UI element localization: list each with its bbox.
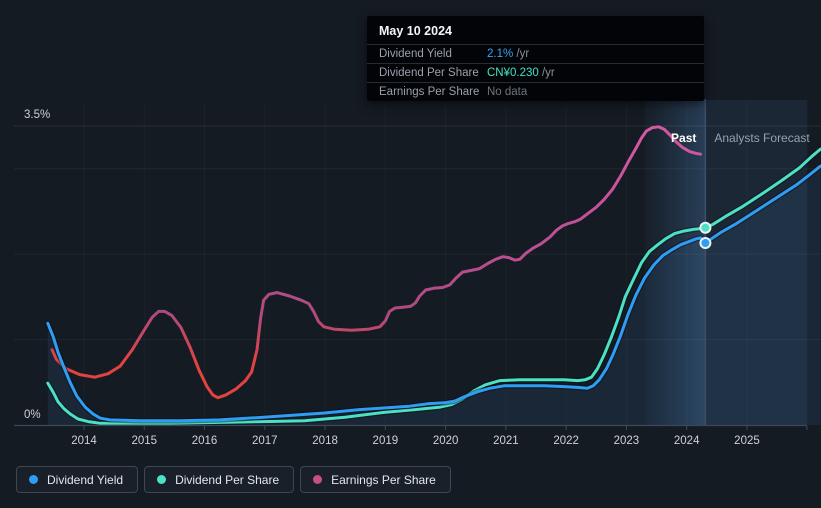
tooltip-label: Earnings Per Share — [379, 86, 480, 98]
tooltip-date: May 10 2024 — [379, 24, 452, 38]
legend-item-dividend-per-share[interactable]: Dividend Per Share — [144, 466, 295, 493]
tooltip-row-earnings-per-share: Earnings Per Share No data — [367, 82, 704, 101]
past-label: Past — [671, 131, 696, 145]
x-axis-label-2017: 2017 — [252, 435, 278, 447]
x-axis-label-2023: 2023 — [614, 435, 640, 447]
x-axis-label-2014: 2014 — [71, 435, 97, 447]
tooltip-row-dividend-per-share: Dividend Per Share CN¥0.230 /yr — [367, 63, 704, 82]
chart-tooltip: May 10 2024 Dividend Yield 2.1% /yr Divi… — [367, 16, 704, 101]
dividend-yield-dot-icon — [29, 475, 38, 484]
dividend-chart-canvas[interactable]: 2014 2015 2016 2017 2018 2019 2020 2021 2022 2023… — [0, 0, 821, 460]
y-axis-zero-label: 0% — [24, 409, 41, 421]
legend-label: Dividend Yield — [47, 472, 124, 487]
dividend-yield-marker[interactable] — [699, 237, 712, 249]
x-axis-label-2025: 2025 — [734, 435, 760, 447]
x-axis-label-2015: 2015 — [131, 435, 157, 447]
x-axis-label-2022: 2022 — [553, 435, 579, 447]
legend-label: Earnings Per Share — [331, 472, 436, 487]
tooltip-value: 2.1% /yr — [487, 48, 530, 60]
y-axis-max-label: 3.5% — [24, 109, 50, 121]
tooltip-row-dividend-yield: Dividend Yield 2.1% /yr — [367, 44, 704, 63]
tooltip-label: Dividend Per Share — [379, 67, 479, 79]
earnings-per-share-line — [50, 125, 703, 400]
legend-item-earnings-per-share[interactable]: Earnings Per Share — [300, 466, 451, 493]
x-axis-label-2024: 2024 — [674, 435, 700, 447]
earnings-per-share-dot-icon — [313, 475, 323, 484]
dividend-per-share-marker[interactable] — [699, 221, 712, 234]
chart-legend: Dividend Yield Dividend Per Share Earnin… — [16, 466, 451, 493]
tooltip-value: No data — [487, 86, 528, 98]
x-axis-label-2019: 2019 — [373, 435, 399, 447]
analysts-forecast-label: Analysts Forecast — [714, 131, 810, 145]
tooltip-label: Dividend Yield — [379, 48, 452, 60]
x-axis-label-2016: 2016 — [192, 435, 218, 447]
x-axis-label-2020: 2020 — [433, 435, 459, 447]
x-axis-label-2018: 2018 — [312, 435, 338, 447]
x-axis-label-2021: 2021 — [493, 435, 519, 447]
forecast-region — [705, 100, 808, 425]
tooltip-value: CN¥0.230 /yr — [487, 67, 555, 79]
dividend-per-share-dot-icon — [157, 475, 167, 484]
legend-label: Dividend Per Share — [175, 472, 280, 487]
dividend-yield-area — [47, 166, 821, 425]
legend-item-dividend-yield[interactable]: Dividend Yield — [16, 466, 139, 493]
